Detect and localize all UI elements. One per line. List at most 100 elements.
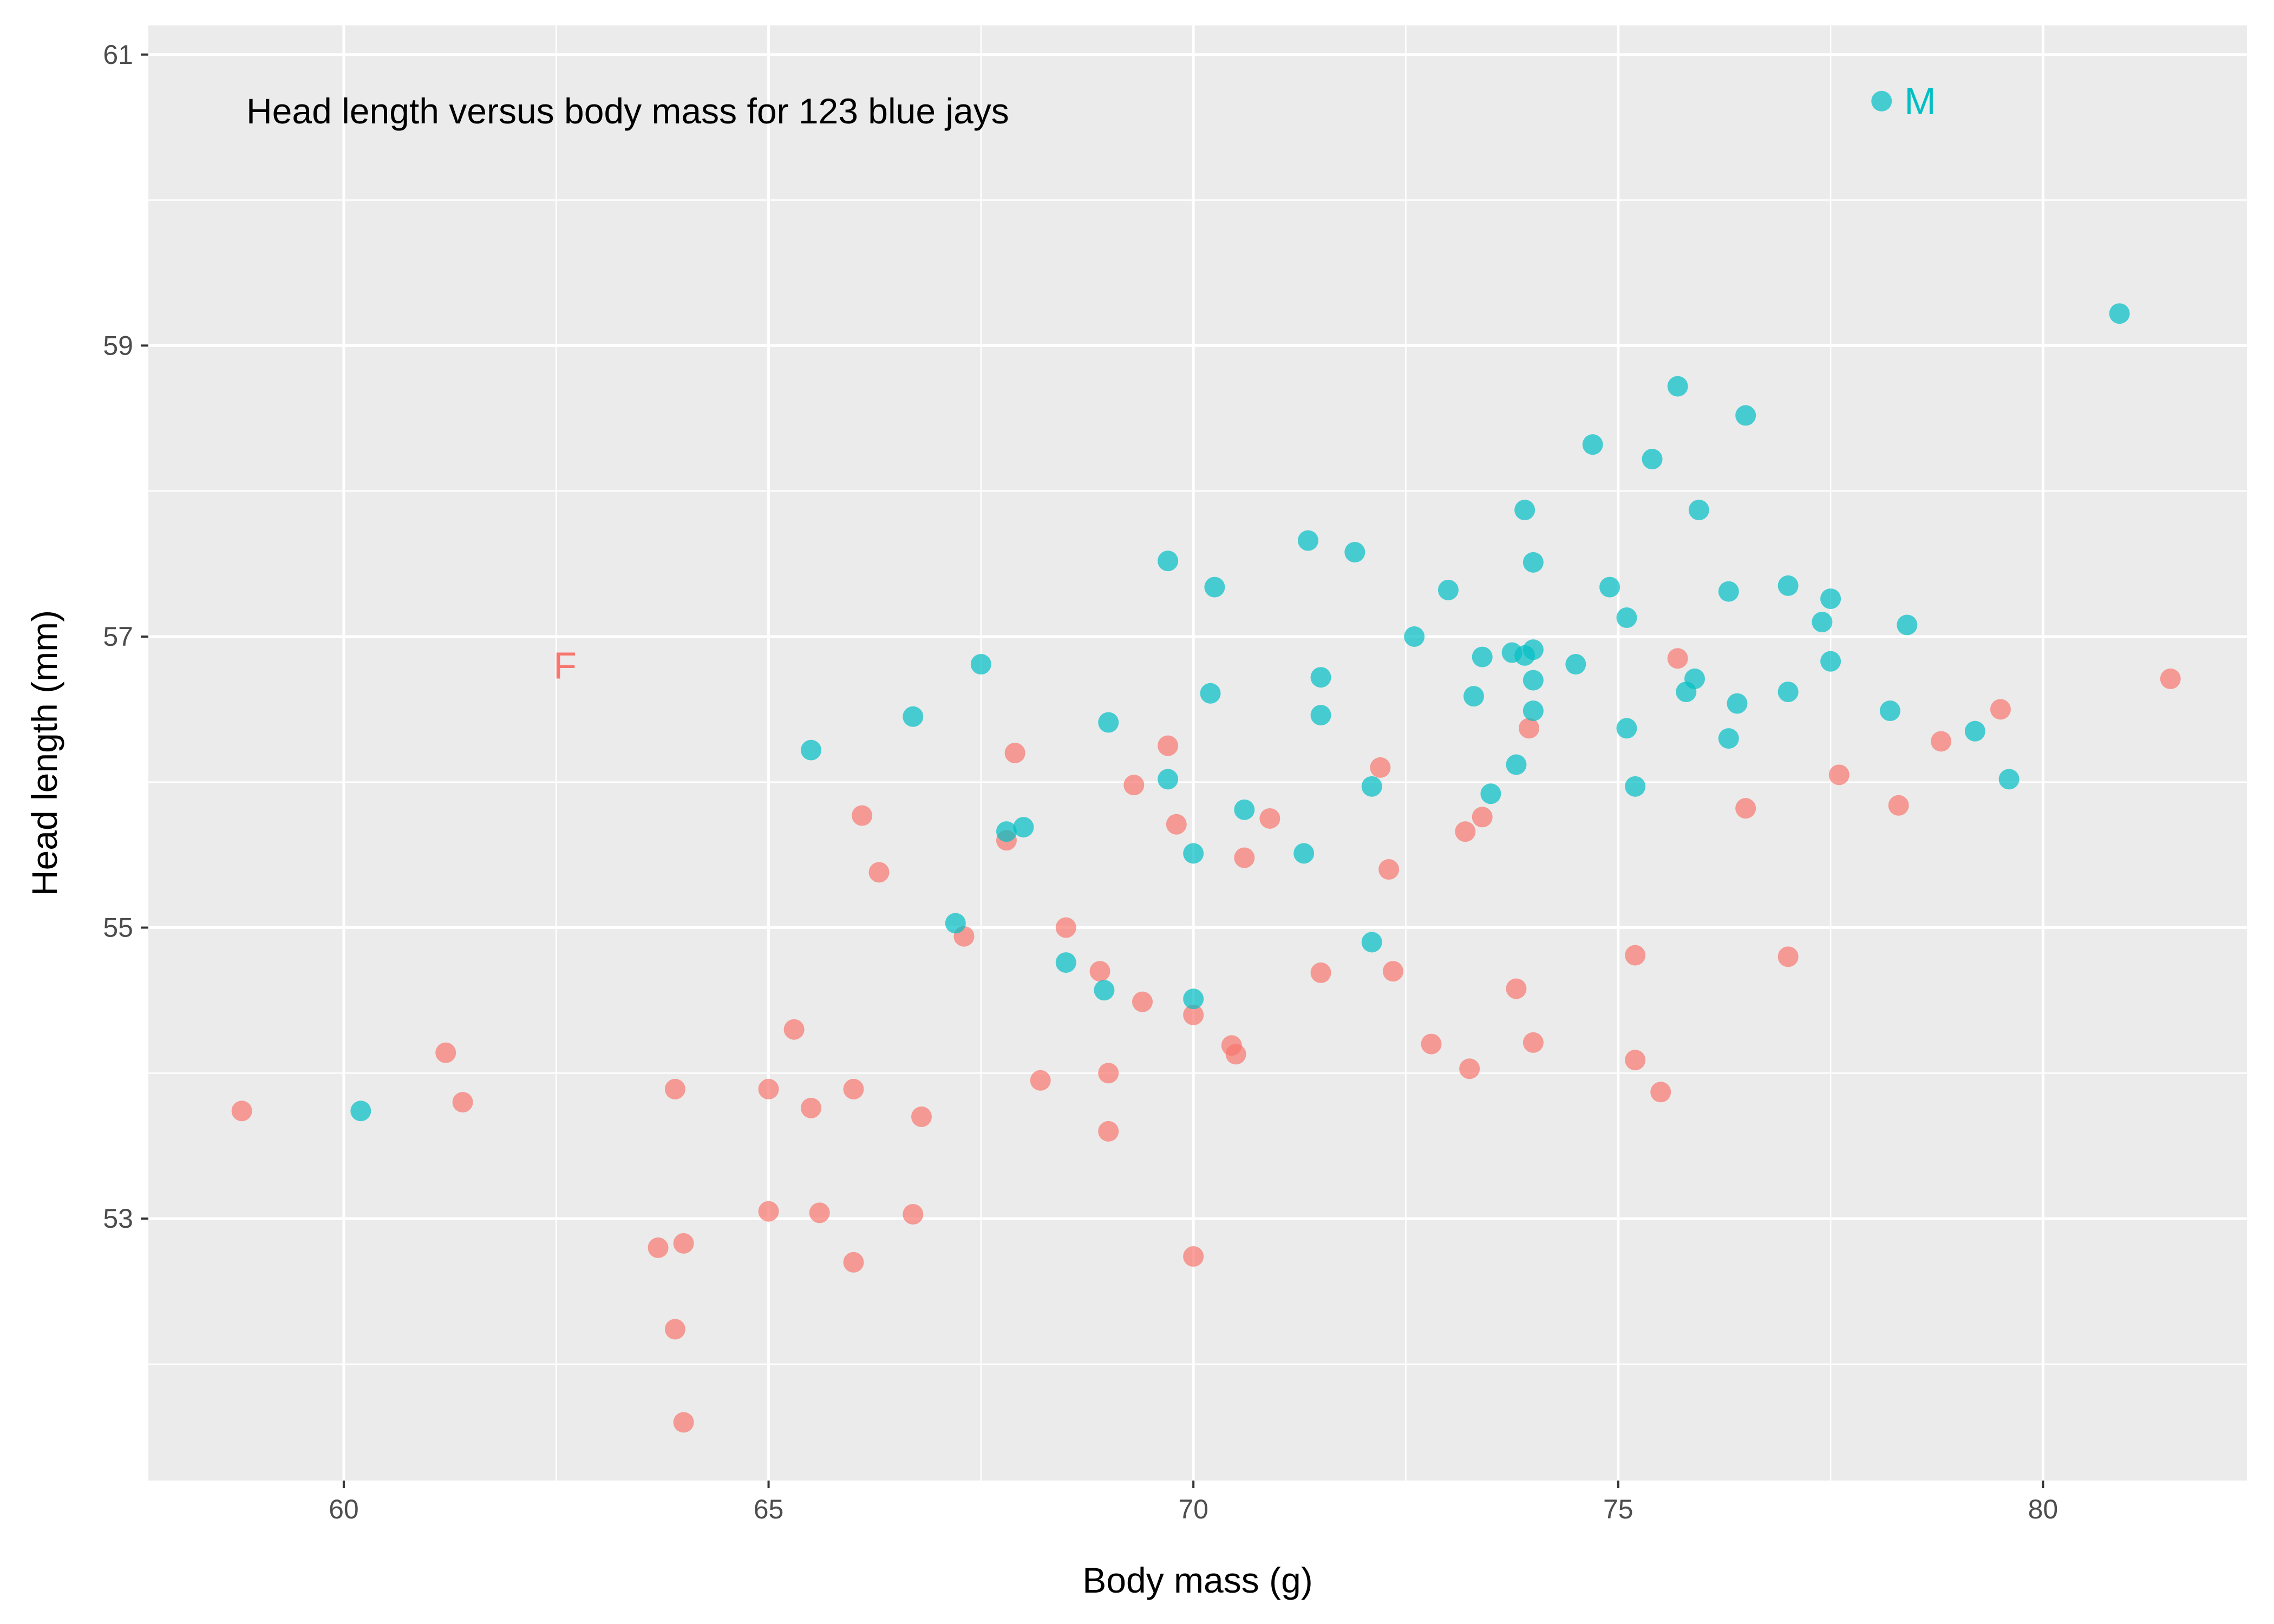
data-point-m bbox=[1200, 683, 1221, 704]
data-point-f bbox=[1522, 1032, 1544, 1053]
data-point-m bbox=[1204, 577, 1225, 598]
data-point-f bbox=[1421, 1033, 1442, 1055]
data-point-f bbox=[1778, 946, 1799, 967]
data-point-f bbox=[1370, 757, 1391, 778]
data-point-m bbox=[970, 654, 991, 675]
data-point-m bbox=[1098, 712, 1119, 733]
data-point-f bbox=[1098, 1121, 1119, 1142]
data-point-f bbox=[1650, 1082, 1671, 1103]
x-tick-label: 75 bbox=[1603, 1494, 1633, 1524]
data-point-f bbox=[452, 1092, 473, 1113]
data-point-m bbox=[2109, 303, 2130, 324]
data-point-m bbox=[1183, 843, 1204, 864]
data-point-m bbox=[1871, 90, 1892, 112]
data-point-m bbox=[945, 913, 966, 934]
data-point-m bbox=[1013, 817, 1034, 838]
data-point-m bbox=[1897, 614, 1918, 636]
data-point-m bbox=[1667, 376, 1688, 397]
data-point-f bbox=[758, 1078, 779, 1099]
data-point-f bbox=[1123, 775, 1145, 796]
data-point-m bbox=[996, 821, 1017, 842]
data-point-f bbox=[1506, 978, 1527, 999]
x-axis-title: Body mass (g) bbox=[1082, 1560, 1312, 1600]
data-point-f bbox=[1455, 821, 1476, 842]
data-point-m bbox=[1727, 693, 1748, 714]
data-point-m bbox=[1582, 434, 1603, 455]
data-point-m bbox=[1522, 552, 1544, 573]
y-axis-title: Head length (mm) bbox=[24, 610, 64, 896]
data-point-m bbox=[1361, 776, 1382, 797]
data-point-m bbox=[1718, 581, 1739, 602]
data-point-f bbox=[868, 862, 890, 883]
data-point-m bbox=[1514, 500, 1535, 521]
data-point-f bbox=[1735, 798, 1756, 819]
data-point-f bbox=[1158, 735, 1179, 756]
data-point-m bbox=[1616, 607, 1637, 628]
data-point-f bbox=[664, 1319, 685, 1340]
data-point-f bbox=[1259, 808, 1280, 829]
data-point-m bbox=[1778, 575, 1799, 596]
data-point-m bbox=[1616, 718, 1637, 739]
x-tick-label: 60 bbox=[329, 1494, 359, 1524]
major-gridlines bbox=[148, 25, 2247, 1481]
data-point-f bbox=[1459, 1058, 1480, 1079]
data-points bbox=[231, 90, 2181, 1433]
data-point-m bbox=[1735, 405, 1756, 426]
data-point-m bbox=[903, 706, 924, 727]
data-point-f bbox=[809, 1202, 830, 1223]
data-point-f bbox=[648, 1237, 669, 1258]
x-tick-label: 70 bbox=[1178, 1494, 1208, 1524]
data-point-f bbox=[903, 1204, 924, 1225]
y-tick-label: 59 bbox=[103, 330, 133, 361]
data-point-m bbox=[1522, 670, 1544, 691]
data-point-f bbox=[1132, 991, 1153, 1012]
data-point-m bbox=[1293, 843, 1315, 864]
data-point-f bbox=[758, 1201, 779, 1222]
data-point-f bbox=[1472, 807, 1493, 828]
data-point-f bbox=[231, 1101, 252, 1122]
data-point-m bbox=[1599, 577, 1620, 598]
data-point-m bbox=[1506, 754, 1527, 775]
data-point-f bbox=[673, 1412, 694, 1433]
plot-panel bbox=[148, 25, 2247, 1481]
data-point-m bbox=[1964, 721, 1985, 742]
data-point-f bbox=[843, 1078, 864, 1099]
data-point-f bbox=[1931, 731, 1952, 752]
data-point-m bbox=[1463, 686, 1484, 707]
data-point-m bbox=[1055, 952, 1076, 973]
data-point-f bbox=[1183, 1004, 1204, 1025]
data-point-f bbox=[852, 805, 873, 826]
y-tick-label: 61 bbox=[103, 40, 133, 70]
data-point-m bbox=[1625, 776, 1646, 797]
data-point-f bbox=[1310, 962, 1331, 983]
data-point-f bbox=[1098, 1063, 1119, 1084]
data-point-f bbox=[1828, 764, 1850, 785]
data-point-f bbox=[1183, 1246, 1204, 1267]
data-point-m bbox=[1684, 668, 1705, 689]
data-point-f bbox=[1378, 859, 1400, 880]
data-point-m bbox=[1718, 728, 1739, 749]
data-point-f bbox=[435, 1042, 456, 1063]
data-point-m bbox=[1298, 530, 1318, 551]
y-tick-label: 57 bbox=[103, 621, 133, 652]
data-point-f bbox=[1089, 961, 1110, 982]
data-point-m bbox=[1688, 500, 1709, 521]
data-point-m bbox=[1642, 449, 1663, 470]
y-tick-label: 55 bbox=[103, 913, 133, 943]
minor-gridlines bbox=[148, 25, 2247, 1481]
data-point-m bbox=[1472, 646, 1493, 667]
data-point-f bbox=[1382, 961, 1403, 982]
data-point-f bbox=[1225, 1044, 1246, 1065]
data-point-f bbox=[911, 1106, 932, 1127]
data-point-f bbox=[1030, 1070, 1051, 1091]
data-point-f bbox=[1625, 945, 1646, 966]
series-label-f: F bbox=[553, 645, 577, 687]
data-point-m bbox=[1404, 626, 1425, 647]
chart-annotation: Head length versus body mass for 123 blu… bbox=[246, 91, 1009, 131]
data-point-m bbox=[1437, 579, 1459, 600]
data-point-f bbox=[783, 1019, 805, 1040]
x-tick-label: 65 bbox=[754, 1494, 784, 1524]
data-point-m bbox=[1820, 651, 1841, 672]
data-point-f bbox=[1166, 814, 1187, 835]
